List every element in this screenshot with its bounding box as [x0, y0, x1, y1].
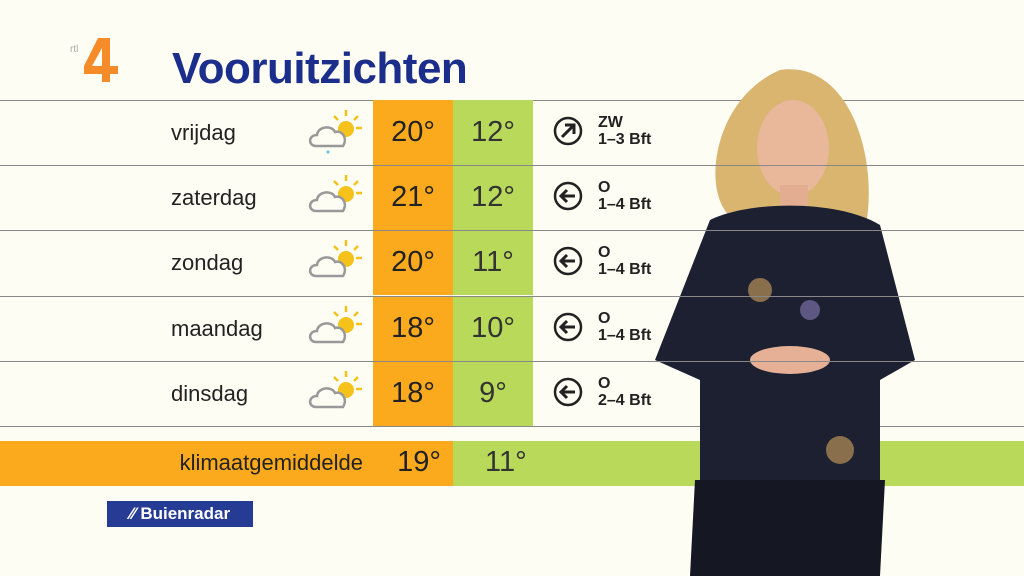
cloud-sun-icon — [308, 371, 362, 409]
wind-info: O 2–4 Bft — [598, 375, 651, 409]
min-temp: 12° — [453, 100, 533, 165]
cloud-sun-icon — [308, 175, 362, 213]
wind-force: 1–4 Bft — [598, 196, 652, 213]
min-temp: 11° — [453, 230, 533, 295]
sponsor-text: Buienradar — [140, 504, 231, 523]
wind-info: ZW 1–3 Bft — [598, 114, 651, 148]
arrow-west-icon — [553, 312, 583, 342]
climate-max: 19° — [397, 446, 441, 478]
arrow-west-icon — [553, 246, 583, 276]
page-title: Vooruitzichten — [172, 44, 468, 93]
forecast-row: vrijdag 20° 12° ZW 1–3 Bft — [0, 100, 1024, 165]
wind-direction: O — [598, 375, 611, 392]
climate-label: klimaatgemiddelde — [179, 450, 363, 475]
min-temp: 9° — [453, 361, 533, 426]
wind-force: 2–4 Bft — [598, 392, 652, 409]
min-temp: 10° — [453, 296, 533, 361]
wind-info: O 1–4 Bft — [598, 310, 651, 344]
arrow-west-icon — [553, 377, 583, 407]
buienradar-logo: ⁄⁄ Buienradar — [107, 501, 253, 527]
wind-direction: O — [598, 179, 611, 196]
max-temp: 20° — [373, 100, 453, 165]
cloud-sun-icon — [308, 240, 362, 278]
day-label: zaterdag — [171, 185, 257, 210]
wind-direction: ZW — [598, 114, 623, 131]
max-temp: 21° — [373, 165, 453, 230]
wind-info: O 1–4 Bft — [598, 244, 651, 278]
arrow-west-icon — [553, 181, 583, 211]
wind-force: 1–4 Bft — [598, 261, 652, 278]
day-label: dinsdag — [171, 381, 249, 406]
rtl4-logo: rtl — [70, 38, 118, 82]
presenter — [655, 69, 915, 576]
arrow-northeast-icon — [553, 116, 583, 146]
wind-direction: O — [598, 310, 611, 327]
forecast-row: maandag 18° 10° O 1–4 Bft — [0, 296, 1024, 361]
forecast-row: zondag 20° 11° O 1–4 Bft — [0, 230, 1024, 295]
day-label: maandag — [171, 316, 263, 341]
cloud-sun-icon — [308, 306, 362, 344]
climate-min: 11° — [485, 446, 527, 478]
cloud-sun-rain-icon — [308, 110, 362, 154]
wind-info: O 1–4 Bft — [598, 179, 651, 213]
wind-force: 1–3 Bft — [598, 131, 652, 148]
day-label: vrijdag — [171, 120, 236, 145]
climate-max-bar: klimaatgemiddelde 19° — [0, 441, 453, 486]
forecast-row: zaterdag 21° 12° O 1–4 Bft — [0, 165, 1024, 230]
max-temp: 20° — [373, 230, 453, 295]
max-temp: 18° — [373, 296, 453, 361]
min-temp: 12° — [453, 165, 533, 230]
svg-text:rtl: rtl — [70, 44, 78, 55]
day-label: zondag — [171, 250, 244, 275]
wind-force: 1–4 Bft — [598, 327, 652, 344]
max-temp: 18° — [373, 361, 453, 426]
forecast-row: dinsdag 18° 9° O 2–4 Bft — [0, 361, 1024, 426]
wind-direction: O — [598, 244, 611, 261]
